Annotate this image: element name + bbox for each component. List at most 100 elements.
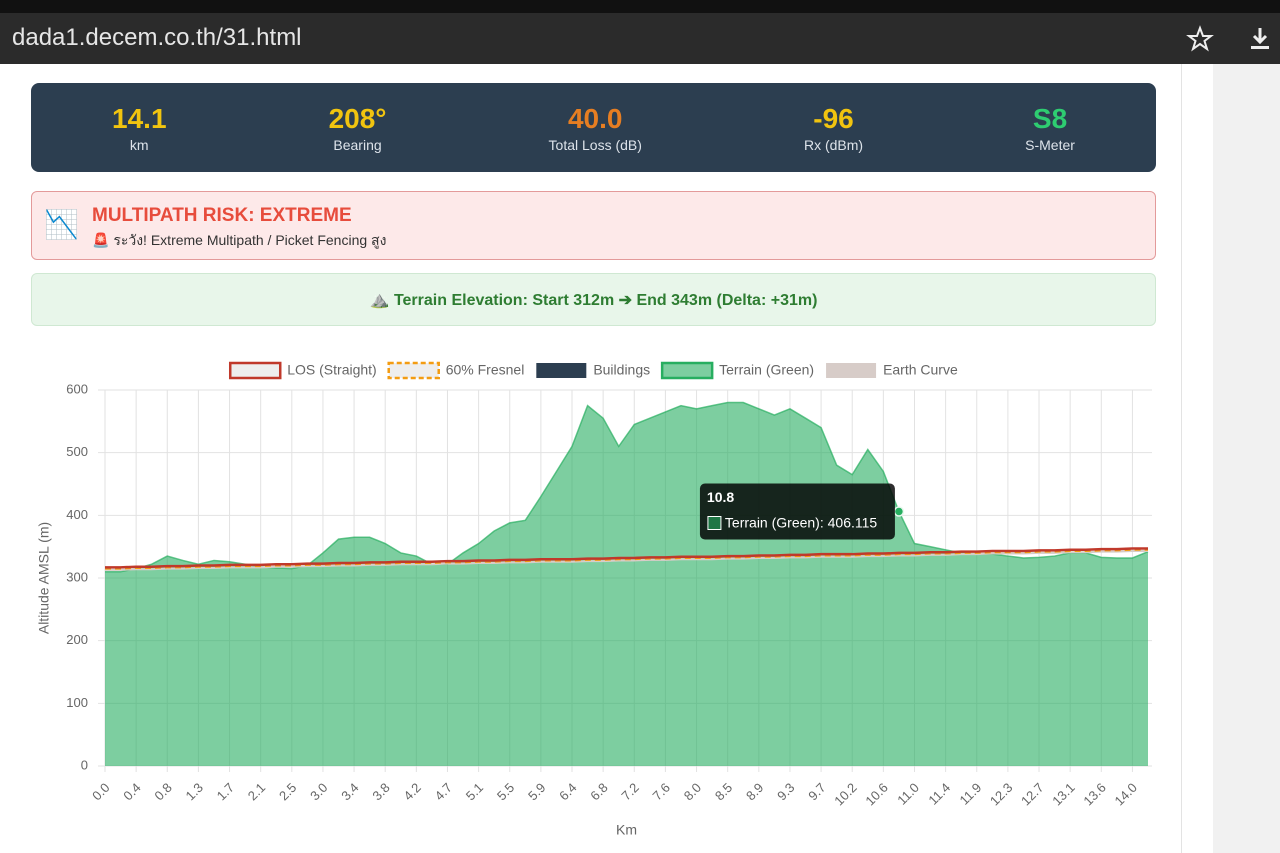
terrain-text: ⛰️ Terrain Elevation: Start 312m ➔ End 3… <box>369 291 818 309</box>
stat: 208° Bearing <box>329 103 387 153</box>
x-tick-label: 11.0 <box>894 780 922 808</box>
x-tick-label: 11.4 <box>925 780 953 808</box>
chart: 0 100 200 300 400 500 600 0.0 0.4 0.8 1.3 1.7 2.1 2.5… <box>36 361 1152 838</box>
x-tick-label: 11.9 <box>956 780 984 808</box>
tooltip-series: Terrain (Green) <box>725 514 820 530</box>
terrain-banner: ⛰️ Terrain Elevation: Start 312m ➔ End 3… <box>31 273 1156 326</box>
legend: LOS (Straight) 60% Fresnel Buildings Terrai… <box>228 361 958 380</box>
url[interactable]: dada1.decem.co.th/31.html <box>12 24 302 51</box>
risk-banner: 📉 MULTIPATH RISK: EXTREME 🚨 ระวัง! Extre… <box>31 191 1156 260</box>
stat-label: Rx (dBm) <box>803 136 864 153</box>
legend-label: LOS (Straight) <box>287 362 376 378</box>
x-tick-label: 14.0 <box>1111 780 1140 809</box>
x-tick-label: 13.6 <box>1080 780 1109 809</box>
content-border <box>1181 64 1182 853</box>
legend-swatch <box>826 363 877 378</box>
x-tick-label: 6.4 <box>556 780 579 803</box>
x-tick-label: 1.7 <box>214 780 237 803</box>
y-tick-label: 300 <box>66 569 88 584</box>
legend-label: 60% Fresnel <box>446 362 525 378</box>
stat-value: S8 <box>1032 102 1068 134</box>
star-icon[interactable] <box>1186 25 1214 53</box>
x-tick-label: 5.1 <box>463 780 486 803</box>
stat: -96 Rx (dBm) <box>804 103 863 153</box>
download-icon[interactable] <box>1246 25 1274 53</box>
x-tick-label: 7.2 <box>618 780 641 803</box>
x-tick-label: 7.6 <box>650 780 673 803</box>
stat-label: S-Meter <box>1025 136 1075 153</box>
stat-value: -96 <box>813 102 854 134</box>
tooltip-label: Terrain (Green): 406.115 <box>725 514 877 530</box>
tooltip-swatch <box>707 516 722 531</box>
x-tick-label: 12.3 <box>987 780 1016 809</box>
x-tick-label: 13.1 <box>1049 780 1078 809</box>
x-tick-label: 4.2 <box>401 780 424 803</box>
x-tick-label: 5.5 <box>494 780 517 803</box>
x-tick-label: 12.7 <box>1018 780 1047 809</box>
legend-label: Earth Curve <box>883 362 958 378</box>
tooltip: 10.8 Terrain (Green): 406.115 <box>699 483 895 540</box>
x-tick-label: 0.0 <box>89 780 112 803</box>
tooltip-box <box>699 483 895 540</box>
los-line <box>105 547 1148 569</box>
legend-item: 60% Fresnel <box>387 361 525 380</box>
tooltip-sep: : <box>820 514 828 530</box>
x-tick-label: 9.3 <box>774 780 797 803</box>
x-tick-label: 5.9 <box>525 780 548 803</box>
stat: 14.1 km <box>112 103 167 153</box>
stat: 40.0 Total Loss (dB) <box>549 103 642 153</box>
risk-message: 🚨 ระวัง! Extreme Multipath / Picket Fenc… <box>92 232 387 248</box>
fresnel-line <box>105 548 1148 570</box>
x-tick-label: 3.8 <box>369 780 392 803</box>
legend-label: Buildings <box>593 362 650 378</box>
x-tick-label: 3.0 <box>307 780 330 803</box>
y-tick-label: 0 <box>81 757 88 772</box>
x-tick-label: 3.4 <box>338 780 361 803</box>
x-tick-label: 1.3 <box>183 780 206 803</box>
stat-label: Total Loss (dB) <box>548 136 642 153</box>
x-tick-label: 10.2 <box>831 780 860 809</box>
x-axis-title: Km <box>616 822 637 838</box>
y-axis-title: Altitude AMSL (m) <box>36 522 52 634</box>
stat: S8 S-Meter <box>1025 103 1075 153</box>
x-tick-label: 0.8 <box>151 780 174 803</box>
legend-item: Terrain (Green) <box>660 361 814 380</box>
address-bar[interactable]: dada1.decem.co.th/31.html <box>0 13 1280 64</box>
legend-item: Earth Curve <box>826 362 958 378</box>
y-tick-label: 400 <box>66 507 88 522</box>
y-tick-label: 100 <box>66 695 88 710</box>
terrain-area <box>105 402 1148 766</box>
stat-label: Bearing <box>333 136 382 153</box>
legend-swatch <box>536 363 587 378</box>
x-tick-label: 10.6 <box>862 780 891 809</box>
x-tick-label: 8.9 <box>743 780 766 803</box>
legend-label: Terrain (Green) <box>719 362 814 378</box>
hover-point <box>893 506 905 517</box>
x-tick-label: 2.5 <box>276 780 299 803</box>
x-tick-label: 6.8 <box>587 780 610 803</box>
legend-swatch <box>660 361 714 380</box>
y-tick-label: 500 <box>66 444 88 459</box>
y-tick-label: 600 <box>66 381 88 396</box>
tooltip-value: 406.115 <box>828 514 878 530</box>
legend-swatch <box>387 361 440 380</box>
x-tick-label: 2.1 <box>245 780 268 803</box>
x-tick-label: 4.7 <box>432 780 455 803</box>
stat-value: 208° <box>328 102 387 134</box>
x-tick-label: 0.4 <box>120 780 143 803</box>
x-tick-label: 8.5 <box>712 780 735 803</box>
stats-card: 14.1 km 208° Bearing 40.0 Total Loss (dB) -96 R… <box>31 83 1156 172</box>
stat-value: 14.1 <box>112 102 167 134</box>
tooltip-title: 10.8 <box>707 489 734 505</box>
legend-swatch <box>228 361 282 380</box>
y-tick-label: 200 <box>66 632 88 647</box>
tab-strip <box>0 0 1280 13</box>
stat-label: km <box>129 136 149 153</box>
side-panel <box>1213 64 1280 853</box>
stat-value: 40.0 <box>567 102 623 134</box>
earth-line <box>105 550 1148 571</box>
x-tick-label: 8.0 <box>681 780 704 803</box>
legend-item: Buildings <box>536 362 650 378</box>
risk-icon: 📉 <box>44 209 79 240</box>
